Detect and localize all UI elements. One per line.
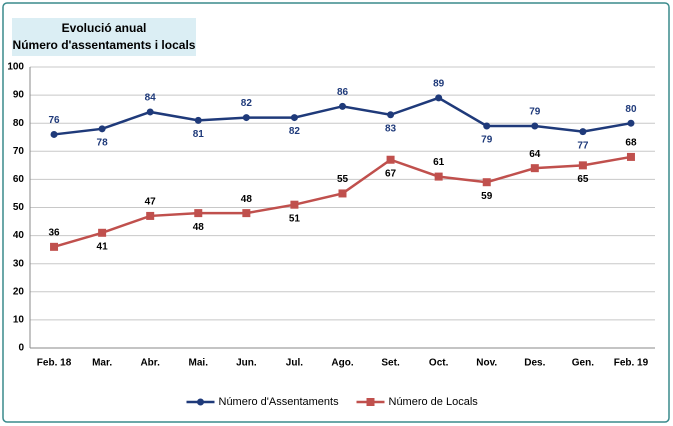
x-tick-label: Feb. 19 [614,358,649,369]
data-label: 55 [337,174,349,185]
data-label: 51 [289,213,301,224]
data-label: 59 [481,191,493,202]
x-tick-label: Mar. [92,358,112,369]
data-label: 82 [289,126,301,137]
data-label: 89 [433,79,445,90]
marker [146,108,154,116]
legend-marker [197,398,204,406]
legend-marker [366,398,375,406]
legend-label: Número d'Assentaments [219,396,340,408]
y-tick-label: 50 [13,202,25,213]
legend-label: Número de Locals [389,396,479,408]
y-tick-label: 10 [13,315,25,326]
data-label: 61 [433,157,445,168]
marker [98,125,106,133]
marker [242,114,250,122]
marker [530,164,539,173]
marker [50,130,58,138]
x-tick-label: Gen. [572,358,594,369]
data-label: 78 [97,137,109,148]
data-label: 67 [385,168,397,179]
data-label: 68 [625,138,637,149]
x-tick-label: Des. [524,358,545,369]
y-tick-label: 0 [18,343,24,354]
data-label: 80 [625,104,637,115]
marker [578,161,587,170]
marker [242,209,251,218]
data-label: 79 [529,107,541,118]
data-label: 84 [145,93,157,104]
x-tick-label: Set. [381,358,400,369]
y-tick-label: 30 [13,258,25,269]
data-label: 82 [241,98,253,109]
x-tick-label: Abr. [140,358,160,369]
marker [483,122,491,130]
marker [290,114,298,122]
y-tick-label: 60 [13,174,25,185]
marker [531,122,539,130]
x-tick-label: Jul. [286,358,303,369]
data-label: 48 [241,194,253,205]
marker [146,211,155,220]
data-label: 81 [193,129,205,140]
x-tick-label: Oct. [429,358,449,369]
x-tick-label: Ago. [331,358,353,369]
data-label: 79 [481,135,493,146]
marker [627,119,635,127]
y-tick-label: 100 [7,62,24,73]
x-tick-label: Mai. [189,358,209,369]
marker [338,189,347,198]
y-tick-label: 70 [13,146,25,157]
y-tick-label: 80 [13,118,25,129]
data-label: 86 [337,87,349,98]
marker [98,228,107,237]
data-label: 36 [48,227,60,238]
marker [339,102,346,110]
data-label: 65 [577,174,589,185]
x-tick-label: Nov. [476,358,497,369]
data-label: 64 [529,149,541,160]
x-tick-label: Jun. [236,358,257,369]
title-box [12,18,196,56]
marker [387,111,395,119]
y-tick-label: 20 [13,286,25,297]
chart-title: Evolució anual [62,21,147,35]
y-tick-label: 40 [13,230,25,241]
data-label: 76 [48,115,60,126]
chart-subtitle: Número d'assentaments i locals [13,38,196,52]
data-label: 48 [193,222,205,233]
data-label: 83 [385,123,397,134]
marker [434,172,443,181]
marker [194,209,203,218]
marker [626,152,635,161]
x-tick-label: Feb. 18 [37,358,72,369]
y-tick-label: 90 [13,90,25,101]
marker [194,116,202,124]
data-label: 41 [97,241,109,252]
marker [579,128,587,136]
marker [386,155,395,164]
data-label: 47 [145,197,157,208]
marker [290,200,299,209]
data-label: 77 [577,140,589,151]
marker [482,178,491,187]
marker [50,242,59,251]
marker [435,94,443,102]
